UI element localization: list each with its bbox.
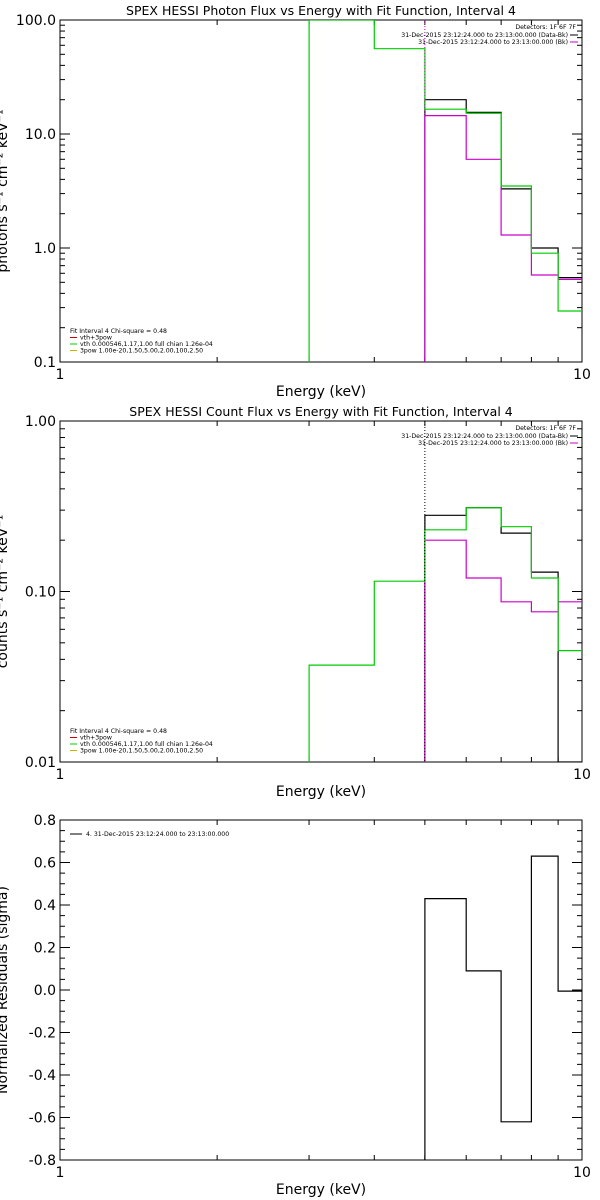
y-tick-label: 1.00 [25, 414, 56, 430]
legend-fit-entry: vth+3pow [80, 335, 112, 342]
x-tick-label: 1 [56, 767, 65, 783]
series-1-line [424, 855, 582, 1160]
y-tick-label: 0.1 [34, 355, 56, 371]
x-tick-label: 10 [573, 1165, 591, 1181]
legend-fit-entry: vth+3pow [80, 735, 112, 742]
x-tick-label: 10 [573, 767, 591, 783]
series-2-line [424, 115, 582, 362]
legend-residual-entry: 4. 31-Dec-2015 23:12:24.000 to 23:13:00.… [86, 831, 229, 838]
y-tick-label: -0.2 [29, 1026, 56, 1042]
y-tick-label: 1.0 [34, 241, 56, 257]
series-3-line [308, 20, 582, 362]
y-axis-label: photons s⁻¹ cm⁻² keV⁻¹ [0, 109, 11, 272]
legend-detectors-entry: 31-Dec-2015 23:12:24.000 to 23:13:00.000… [401, 433, 568, 440]
legend-fit: Fit Interval 4 Chi-square = 0.48vth+3pow… [70, 328, 213, 355]
plot-frame [59, 420, 583, 763]
legend-fit-entry: 3pow 1.00e-20,1.50,5.00,2.00,100,2.50 [80, 748, 203, 755]
legend-residual: 4. 31-Dec-2015 23:12:24.000 to 23:13:00.… [70, 831, 229, 838]
y-tick-label: 100.0 [16, 13, 56, 29]
legend-fit-entry: vth 0.000546,1.17,1.00 full chian 1.26e-… [80, 341, 213, 348]
series-group [308, 20, 582, 362]
series-3-line [308, 507, 582, 762]
y-tick-label: 0.2 [34, 941, 56, 957]
y-tick-label: -0.6 [29, 1111, 56, 1127]
x-tick-label: 1 [56, 1165, 65, 1181]
legend-fit-entry: 3pow 1.00e-20,1.50,5.00,2.00,100,2.50 [80, 348, 203, 355]
series-group [424, 855, 582, 1160]
y-tick-label: 0.6 [34, 856, 56, 872]
y-tick-label: 0.4 [34, 898, 56, 914]
y-tick-label: 0.01 [25, 755, 56, 771]
y-axis-label: Normalized Residuals (sigma) [0, 886, 11, 1094]
chart-title: SPEX HESSI Count Flux vs Energy with Fit… [129, 404, 512, 419]
y-tick-label: 0.0 [34, 983, 56, 999]
plot-panel-3: Energy (keV) Normalized Residuals (sigma)… [0, 813, 591, 1198]
legend-fit-title: Fit Interval 4 Chi-square = 0.48 [70, 328, 167, 335]
x-tick-label: 10 [573, 367, 591, 383]
x-axis-label: Energy (keV) [276, 784, 366, 800]
y-tick-label: -0.4 [29, 1068, 56, 1084]
legend-detectors-title: Detectors: 1F 6F 7F [515, 425, 576, 432]
y-tick-label: -0.8 [29, 1153, 56, 1169]
y-axis-label: counts s⁻¹ cm⁻² keV⁻¹ [0, 515, 11, 669]
legend-fit: Fit Interval 4 Chi-square = 0.48vth+3pow… [70, 728, 213, 755]
legend-fit-entry: vth 0.000546,1.17,1.00 full chian 1.26e-… [80, 741, 213, 748]
plot-panel-1: SPEX HESSI Photon Flux vs Energy with Fi… [0, 3, 591, 400]
legend-detectors-title: Detectors: 1F 6F 7F [515, 24, 576, 31]
y-tick-label: 10.0 [25, 127, 56, 143]
plot-frame [59, 19, 583, 363]
plot-panel-2: SPEX HESSI Count Flux vs Energy with Fit… [0, 404, 591, 800]
chart-title: SPEX HESSI Photon Flux vs Energy with Fi… [126, 3, 516, 18]
series-1-line [424, 99, 582, 362]
y-tick-label: 0.8 [34, 813, 56, 829]
x-tick-label: 1 [56, 367, 65, 383]
legend-detectors-entry: 31-Dec-2015 23:12:24.000 to 23:13:00.000… [418, 39, 568, 46]
legend-detectors-entry: 31-Dec-2015 23:12:24.000 to 23:13:00.000… [418, 440, 568, 447]
plot-frame [59, 819, 583, 1161]
x-axis-label: Energy (keV) [276, 1182, 366, 1198]
legend-fit-title: Fit Interval 4 Chi-square = 0.48 [70, 728, 167, 735]
x-axis-label: Energy (keV) [276, 384, 366, 400]
legend-detectors-entry: 31-Dec-2015 23:12:24.000 to 23:13:00.000… [401, 32, 568, 39]
y-tick-label: 0.10 [25, 585, 56, 601]
series-group [308, 507, 582, 762]
